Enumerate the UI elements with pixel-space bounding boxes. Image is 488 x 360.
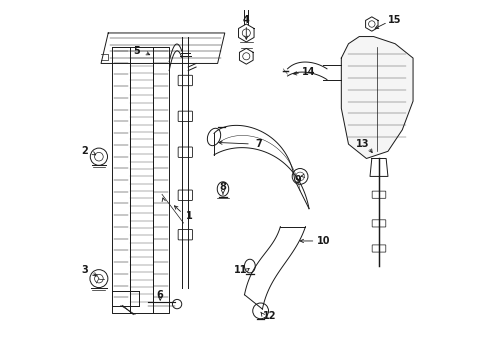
Text: 3: 3 [81, 265, 88, 275]
Text: 6: 6 [157, 290, 163, 300]
Text: 14: 14 [302, 67, 315, 77]
Text: 4: 4 [243, 15, 249, 26]
Text: 2: 2 [81, 146, 88, 156]
Polygon shape [341, 37, 412, 158]
Text: 7: 7 [255, 139, 262, 149]
Text: 8: 8 [219, 182, 226, 192]
Text: 9: 9 [294, 175, 301, 185]
Text: 13: 13 [355, 139, 369, 149]
Text: 10: 10 [316, 236, 329, 246]
Text: 1: 1 [185, 211, 192, 221]
Text: 11: 11 [234, 265, 247, 275]
Text: 15: 15 [387, 15, 401, 26]
Text: 5: 5 [133, 46, 140, 56]
Text: 12: 12 [263, 311, 276, 321]
